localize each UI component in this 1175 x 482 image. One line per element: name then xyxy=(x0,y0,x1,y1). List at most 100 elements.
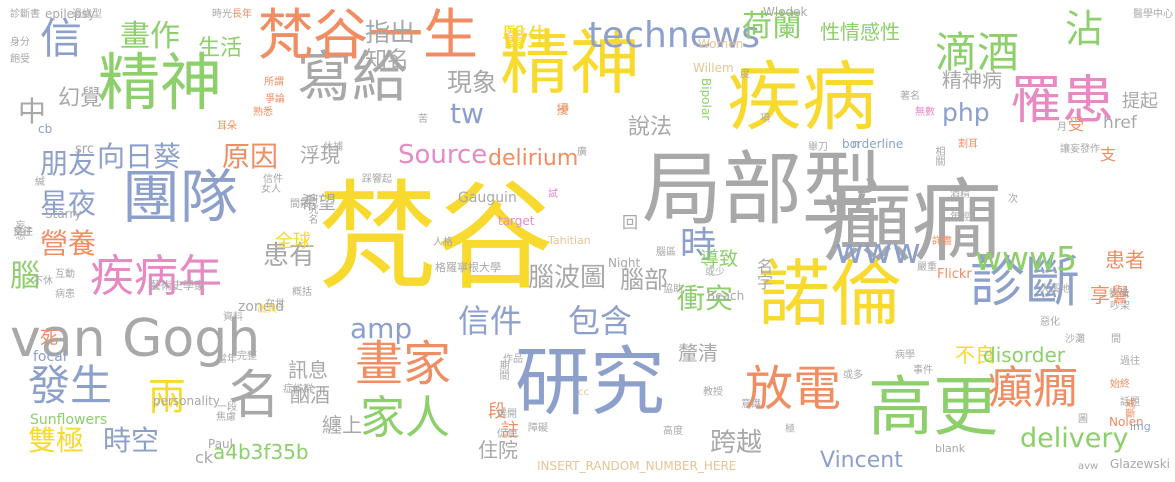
cloud-word: 出具 xyxy=(257,304,277,315)
cloud-word: src xyxy=(75,142,94,157)
cloud-word: 擾 xyxy=(555,103,569,115)
cloud-word: href xyxy=(1103,113,1137,133)
cloud-word: 性情感性 xyxy=(820,20,900,44)
cloud-word: borderline xyxy=(842,137,904,151)
cloud-word: 嚴重 xyxy=(917,262,937,273)
cloud-word: 或多 xyxy=(843,370,863,381)
cloud-word: 疾病 xyxy=(727,53,878,141)
cloud-word: 註 xyxy=(501,420,519,441)
cloud-word: a xyxy=(561,99,570,115)
cloud-word: cc xyxy=(578,387,589,398)
cloud-word: 女人 xyxy=(261,184,281,195)
cloud-word: 意識 xyxy=(741,399,761,410)
cloud-word: 腦區 xyxy=(656,247,676,258)
cloud-word: 高更 xyxy=(868,370,999,445)
cloud-word: 幻覺 xyxy=(58,86,103,111)
cloud-word: 詳盡 xyxy=(932,236,952,247)
cloud-word: 日子 xyxy=(13,227,33,238)
cloud-word: 放電 xyxy=(745,361,842,417)
cloud-word: 時 xyxy=(680,225,717,266)
cloud-word: 原因 xyxy=(222,140,279,173)
cloud-word: 格羅寧根大學 xyxy=(435,261,501,274)
cloud-word: 著名 xyxy=(900,91,920,102)
cloud-word: 包含 xyxy=(568,302,633,340)
cloud-word: Bipolar xyxy=(699,78,713,121)
cloud-word: 診斷書 xyxy=(10,9,40,20)
cloud-word: focal xyxy=(33,349,67,365)
cloud-word: 朋友 xyxy=(40,147,97,180)
cloud-word: 診斷 xyxy=(970,250,1081,314)
cloud-word: 醫學中心 xyxy=(1133,9,1173,20)
cloud-word: 沙灘 xyxy=(1065,334,1085,345)
cloud-word: 癲癇 xyxy=(822,170,1002,275)
cloud-word: 廣 xyxy=(577,147,587,158)
cloud-word: tw xyxy=(450,97,484,130)
cloud-word: 妄想 xyxy=(13,220,24,240)
cloud-word: 邊緣型 xyxy=(72,9,102,20)
cloud-word: 信 xyxy=(40,14,83,63)
cloud-word: 間 xyxy=(1111,334,1121,345)
cloud-word: epilepsy xyxy=(45,7,96,21)
cloud-word: 互動 xyxy=(55,269,75,280)
cloud-word: 踩響起 xyxy=(362,174,392,185)
cloud-word: 梵谷一生 xyxy=(258,3,479,67)
cloud-word: 劉備 xyxy=(1109,289,1129,300)
cloud-word: 信件 xyxy=(263,174,283,185)
cloud-word: 釐清 xyxy=(678,341,718,365)
cloud-word: Flickr xyxy=(937,267,972,282)
cloud-word: delirium xyxy=(488,146,579,171)
cloud-word: 割耳 xyxy=(958,139,978,150)
cloud-word: Glazewski xyxy=(1110,457,1171,471)
cloud-word: 受 xyxy=(1068,115,1085,134)
cloud-word: technews xyxy=(588,15,761,56)
cloud-word: 年輕 xyxy=(950,212,970,223)
cloud-word: 熟悉 xyxy=(253,107,273,118)
cloud-word: blank xyxy=(935,442,966,455)
cloud-word: 病學 xyxy=(895,350,915,361)
cloud-word: Night xyxy=(608,256,641,270)
cloud-word: 酗酒 xyxy=(290,383,330,407)
cloud-word: personality xyxy=(153,394,220,408)
cloud-word: 試 xyxy=(548,189,558,200)
cloud-word: 研究 xyxy=(515,338,666,426)
cloud-word: 梵谷 xyxy=(318,168,555,306)
cloud-word: 荷蘭 xyxy=(742,9,802,44)
cloud-word: 星夜 xyxy=(40,187,97,220)
cloud-word: 教授 xyxy=(703,387,723,398)
cloud-word: 苦 xyxy=(418,114,428,125)
cloud-word: 信件 xyxy=(458,302,523,340)
cloud-word: 作品 xyxy=(503,354,523,365)
cloud-word: 不休 xyxy=(33,276,53,287)
cloud-word: 相關 xyxy=(933,146,944,166)
cloud-word: 疾病年 xyxy=(90,251,222,302)
cloud-word: 回 xyxy=(622,213,639,232)
cloud-word: 期間 xyxy=(497,360,508,380)
cloud-word: 局部型 xyxy=(642,143,882,236)
cloud-word: 病患 xyxy=(55,289,75,300)
cloud-word: 惡化 xyxy=(1040,317,1060,328)
cloud-word: Source xyxy=(398,140,488,170)
cloud-word: www xyxy=(835,232,921,272)
cloud-word: 中 xyxy=(18,95,47,128)
cloud-word: 營養 xyxy=(40,227,97,260)
cloud-word: 身分 xyxy=(10,37,30,48)
cloud-word: Paul xyxy=(208,437,233,451)
cloud-word: 時空 xyxy=(103,424,160,457)
cloud-word: 患有 xyxy=(263,241,316,271)
cloud-word: 發作 xyxy=(1080,144,1100,155)
cloud-word: 沾 xyxy=(1065,7,1104,51)
cloud-word: 訊息 xyxy=(288,358,328,382)
cloud-word: 極 xyxy=(785,424,795,435)
cloud-word: 腦波圖 xyxy=(528,263,607,293)
cloud-word: 當年 xyxy=(217,354,237,365)
cloud-word: 精神 xyxy=(500,22,640,104)
cloud-word: Nolen xyxy=(1109,415,1144,429)
cloud-word: 死 xyxy=(40,328,58,349)
cloud-word: 或少 xyxy=(705,267,725,278)
cloud-word: 導致 xyxy=(700,248,739,270)
cloud-word: 一段 xyxy=(217,402,237,413)
cloud-word: 耳朵 xyxy=(217,121,237,132)
cloud-word: 希望 xyxy=(300,193,336,214)
cloud-word: cb xyxy=(38,122,53,136)
